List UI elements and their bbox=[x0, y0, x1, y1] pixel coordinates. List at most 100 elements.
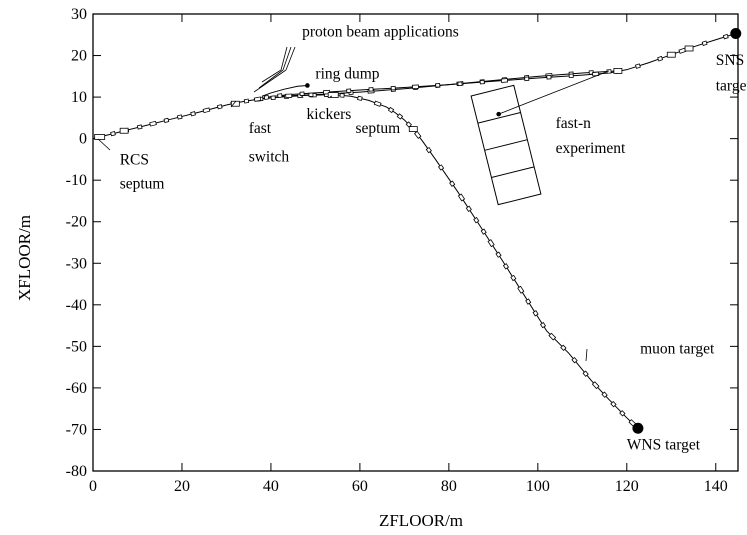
x-axis-title: ZFLOOR/m bbox=[379, 511, 463, 530]
x-tick-label: 80 bbox=[441, 478, 457, 495]
beamline-element bbox=[190, 111, 196, 117]
beamline-element bbox=[411, 84, 420, 90]
beamline-element bbox=[657, 55, 664, 62]
annotation-leader bbox=[282, 46, 292, 71]
beamline-element bbox=[413, 130, 422, 139]
y-tick-label: -10 bbox=[66, 172, 87, 189]
annotation-leader bbox=[301, 95, 304, 99]
beamline-element bbox=[449, 180, 456, 187]
beamline-element bbox=[339, 93, 345, 98]
fast-n-divider bbox=[491, 166, 535, 178]
fast-n-beamline bbox=[498, 70, 610, 115]
beamline-element bbox=[368, 87, 374, 92]
beamline-element bbox=[524, 76, 530, 82]
annotation-label: fast bbox=[249, 120, 272, 137]
y-tick-label: -30 bbox=[66, 255, 87, 272]
x-tick-label: 100 bbox=[526, 478, 550, 495]
beamline-element bbox=[346, 88, 352, 94]
beamline-element bbox=[548, 332, 557, 341]
marker-fast-n-experiment bbox=[496, 111, 501, 117]
magnet-element bbox=[94, 134, 106, 140]
annotation-leader bbox=[585, 348, 588, 362]
beamline-element bbox=[457, 193, 466, 202]
magnet-element bbox=[119, 127, 129, 134]
annotation-label: septum bbox=[120, 175, 165, 192]
annotation-label: muon target bbox=[640, 340, 715, 357]
beamline-element bbox=[473, 217, 480, 224]
beamline-element bbox=[202, 107, 211, 114]
annotation-leader bbox=[285, 46, 296, 71]
beamline-element bbox=[635, 63, 641, 69]
magnet-element bbox=[666, 51, 676, 58]
annotation-leader bbox=[280, 46, 288, 71]
beamline-element bbox=[571, 357, 578, 364]
annotation-label: switch bbox=[249, 148, 290, 165]
beamline-element bbox=[110, 131, 116, 137]
magnet-element bbox=[684, 45, 694, 52]
annotation-leader bbox=[230, 100, 237, 108]
beamline-element bbox=[619, 410, 626, 417]
beamline-element bbox=[510, 274, 517, 282]
y-tick-label: 30 bbox=[71, 6, 87, 23]
beamline-element bbox=[465, 205, 472, 212]
x-tick-label: 20 bbox=[174, 478, 190, 495]
beamline-element bbox=[270, 95, 276, 101]
beamline-element bbox=[405, 121, 412, 128]
beamline-element bbox=[390, 85, 396, 91]
beamline-element bbox=[546, 74, 552, 80]
beamline-element bbox=[373, 100, 382, 107]
annotation-leader bbox=[258, 69, 284, 89]
annotation-label: WNS target bbox=[627, 436, 701, 453]
axes-frame bbox=[92, 13, 739, 472]
annotation-label: kickers bbox=[307, 106, 352, 123]
beamline-element bbox=[525, 298, 532, 305]
beamline-element bbox=[539, 321, 547, 329]
beamline-element bbox=[176, 114, 183, 120]
beamline-element bbox=[591, 381, 600, 390]
annotation-label: fast-n bbox=[556, 115, 592, 132]
beamline-element bbox=[610, 400, 617, 408]
plot-area: 0 20 40 60 80 100 120 140-80-70-60-50-40-30-20-… bbox=[66, 6, 747, 495]
annotation-label: experiment bbox=[556, 140, 626, 157]
y-tick-label: 20 bbox=[71, 48, 87, 65]
x-tick-label: 120 bbox=[615, 478, 639, 495]
beamline-element bbox=[532, 310, 539, 317]
fast-n-experiment-frame bbox=[470, 84, 542, 206]
beamline-element bbox=[263, 95, 270, 101]
beamline-element bbox=[457, 81, 463, 87]
beamline-element bbox=[722, 33, 729, 40]
annotation-label: proton beam applications bbox=[302, 23, 459, 40]
beamline-element bbox=[500, 78, 509, 83]
beamline-element bbox=[601, 391, 608, 398]
magnet-element bbox=[613, 68, 623, 74]
beamline-element bbox=[243, 98, 250, 104]
beamline-element bbox=[163, 117, 170, 123]
annotation-label: SNS bbox=[716, 52, 744, 69]
beamline-element bbox=[387, 106, 395, 114]
annotation-leader bbox=[329, 95, 333, 98]
beamline-4 bbox=[261, 84, 308, 97]
beamline-element bbox=[308, 92, 314, 98]
beamline-element bbox=[136, 124, 143, 130]
beamline-element bbox=[285, 93, 293, 99]
beamline-element bbox=[502, 263, 510, 270]
y-tick-label: -80 bbox=[66, 463, 87, 480]
annotation-leader bbox=[253, 69, 287, 93]
annotation-label: septum bbox=[355, 120, 400, 137]
y-tick-label: -50 bbox=[66, 338, 87, 355]
fast-n-divider bbox=[484, 139, 528, 151]
y-tick-label: 10 bbox=[71, 89, 87, 106]
y-tick-label: -60 bbox=[66, 380, 87, 397]
y-tick-label: -70 bbox=[66, 421, 87, 438]
fast-n-divider bbox=[477, 112, 521, 124]
annotation-label: ring dump bbox=[315, 65, 379, 82]
beamline-element bbox=[560, 344, 567, 351]
y-tick-label: 0 bbox=[79, 131, 87, 148]
beamline-element bbox=[357, 95, 363, 101]
y-axis-title: XFLOOR/m bbox=[15, 215, 34, 301]
beamline-element bbox=[568, 73, 574, 79]
beamline-element bbox=[435, 83, 441, 88]
beamline-element bbox=[582, 370, 589, 377]
beamline-element bbox=[396, 113, 404, 120]
